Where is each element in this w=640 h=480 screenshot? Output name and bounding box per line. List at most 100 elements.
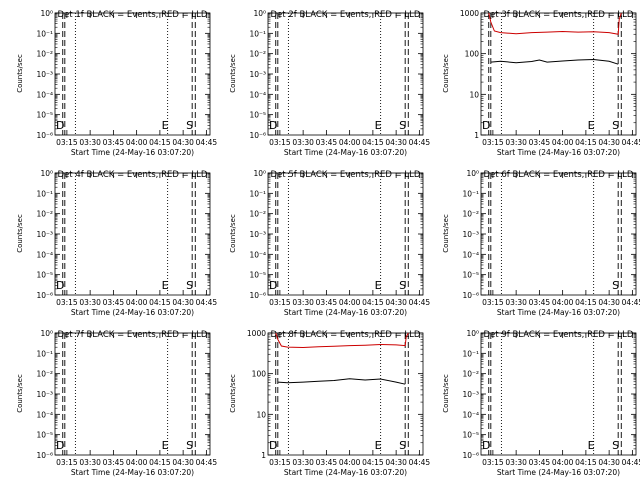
x-tick-label: 04:15: [362, 298, 384, 307]
y-axis-label: Counts/sec: [229, 214, 237, 253]
y-tick-label: 10⁰: [40, 9, 53, 18]
detector-panel: Det 9f BLACK = Events, RED = LLD 10⁰ 10⁻¹ 1…: [442, 329, 640, 477]
detector-panel: Det 2f BLACK = Events, RED = LLD 10⁰ 10⁻¹ 1…: [229, 9, 430, 157]
x-tick-label: 03:30: [505, 298, 527, 307]
panel-title: Det 4f BLACK = Events, RED = LLD: [58, 170, 208, 180]
x-tick-label: 03:15: [482, 138, 504, 147]
x-axis-label: Start Time (24-May-16 03:07:20): [497, 148, 620, 157]
y-tick-label: 10⁻³: [462, 230, 479, 239]
x-tick-label: 03:45: [529, 138, 551, 147]
x-tick-label: 04:00: [126, 458, 148, 467]
x-axis-label: Start Time (24-May-16 03:07:20): [71, 308, 194, 317]
event-rate-line: [490, 58, 619, 65]
y-tick-label: 10⁻³: [36, 390, 53, 399]
plot-frame: [267, 172, 424, 296]
x-tick-label: 03:30: [292, 138, 314, 147]
event-marker-label: E: [375, 279, 382, 292]
y-tick-label: 10⁻⁴: [462, 250, 479, 259]
y-tick-label: 10⁻¹: [462, 349, 479, 358]
y-tick-label: 10⁻¹: [249, 189, 266, 198]
detector-panel: Det 8f BLACK = Events, RED = LLD 1 10 100 10…: [229, 329, 430, 477]
x-tick-label: 03:45: [103, 138, 125, 147]
x-tick-label: 04:00: [126, 138, 148, 147]
lld-rate-line: [488, 12, 622, 35]
y-tick-label: 10⁻²: [36, 370, 53, 379]
y-tick-label: 10⁻²: [462, 370, 479, 379]
event-marker-label: S: [399, 119, 406, 132]
x-tick-label: 04:45: [622, 298, 640, 307]
y-tick-label: 10⁰: [253, 169, 266, 178]
y-tick-label: 10⁻⁶: [249, 131, 266, 140]
event-marker-label: E: [588, 119, 595, 132]
plot-frame: [480, 12, 637, 136]
x-tick-label: 04:15: [575, 298, 597, 307]
y-tick-label: 10⁰: [253, 9, 266, 18]
y-tick-label: 1000: [247, 329, 266, 338]
panel-title: Det 9f BLACK = Events, RED = LLD: [484, 330, 634, 340]
y-axis-label: Counts/sec: [442, 374, 450, 413]
panel-title: Det 6f BLACK = Events, RED = LLD: [484, 170, 634, 180]
panel-title: Det 7f BLACK = Events, RED = LLD: [58, 330, 208, 340]
y-tick-label: 10⁻⁴: [36, 250, 53, 259]
plot-frame: [267, 332, 424, 456]
y-axis-label: Counts/sec: [442, 54, 450, 93]
x-tick-label: 03:15: [56, 138, 78, 147]
event-marker-label: D: [56, 119, 64, 132]
x-tick-label: 03:30: [505, 458, 527, 467]
y-tick-label: 10⁻²: [462, 210, 479, 219]
x-tick-label: 04:45: [196, 138, 218, 147]
y-tick-label: 1000: [460, 9, 479, 18]
x-tick-label: 04:00: [552, 458, 574, 467]
event-marker-label: S: [612, 439, 619, 452]
y-tick-label: 10⁻⁴: [249, 90, 266, 99]
y-tick-label: 10⁻⁶: [462, 291, 479, 300]
y-tick-label: 10⁰: [466, 329, 479, 338]
panel-title: Det 2f BLACK = Events, RED = LLD: [271, 10, 421, 20]
y-tick-label: 10⁻⁶: [249, 291, 266, 300]
y-tick-label: 10⁻⁶: [36, 451, 53, 460]
x-tick-label: 03:30: [505, 138, 527, 147]
x-tick-label: 03:45: [103, 458, 125, 467]
x-tick-label: 03:30: [79, 298, 101, 307]
y-tick-label: 10⁻²: [249, 210, 266, 219]
panel-title: Det 1f BLACK = Events, RED = LLD: [58, 10, 208, 20]
event-marker-label: S: [399, 439, 406, 452]
y-tick-label: 100: [252, 370, 267, 379]
y-tick-label: 10⁻¹: [36, 189, 53, 198]
event-marker-label: D: [56, 279, 64, 292]
lld-rate-line: [275, 332, 409, 349]
y-axis-label: Counts/sec: [16, 54, 24, 93]
x-axis-label: Start Time (24-May-16 03:07:20): [497, 468, 620, 477]
y-tick-label: 10⁻²: [36, 50, 53, 59]
y-tick-label: 100: [465, 50, 480, 59]
y-axis-label: Counts/sec: [442, 214, 450, 253]
x-tick-label: 04:15: [575, 458, 597, 467]
detector-panel: Det 7f BLACK = Events, RED = LLD 10⁰ 10⁻¹ 1…: [16, 329, 217, 477]
x-tick-label: 04:30: [598, 138, 620, 147]
panel-title: Det 3f BLACK = Events, RED = LLD: [484, 10, 634, 20]
x-tick-label: 04:45: [409, 138, 431, 147]
y-tick-label: 10⁻¹: [462, 189, 479, 198]
y-tick-label: 10⁻¹: [36, 29, 53, 38]
x-tick-label: 04:45: [409, 458, 431, 467]
y-tick-label: 10⁻⁵: [249, 111, 266, 120]
x-tick-label: 04:00: [339, 138, 361, 147]
x-axis-label: Start Time (24-May-16 03:07:20): [284, 148, 407, 157]
y-tick-label: 10: [469, 90, 479, 99]
x-tick-label: 03:15: [482, 298, 504, 307]
y-axis-label: Counts/sec: [16, 374, 24, 413]
x-tick-label: 03:45: [529, 458, 551, 467]
y-tick-label: 10⁰: [40, 169, 53, 178]
x-tick-label: 04:15: [575, 138, 597, 147]
y-tick-label: 10⁻⁶: [36, 291, 53, 300]
detector-panel: Det 1f BLACK = Events, RED = LLD 10⁰ 10⁻¹ 1…: [16, 9, 217, 157]
x-tick-label: 04:45: [409, 298, 431, 307]
plot-frame: [267, 12, 424, 136]
x-tick-label: 03:15: [56, 298, 78, 307]
x-tick-label: 04:30: [598, 298, 620, 307]
y-axis-label: Counts/sec: [16, 214, 24, 253]
x-axis-label: Start Time (24-May-16 03:07:20): [497, 308, 620, 317]
x-tick-label: 04:45: [622, 458, 640, 467]
x-tick-label: 03:30: [79, 138, 101, 147]
